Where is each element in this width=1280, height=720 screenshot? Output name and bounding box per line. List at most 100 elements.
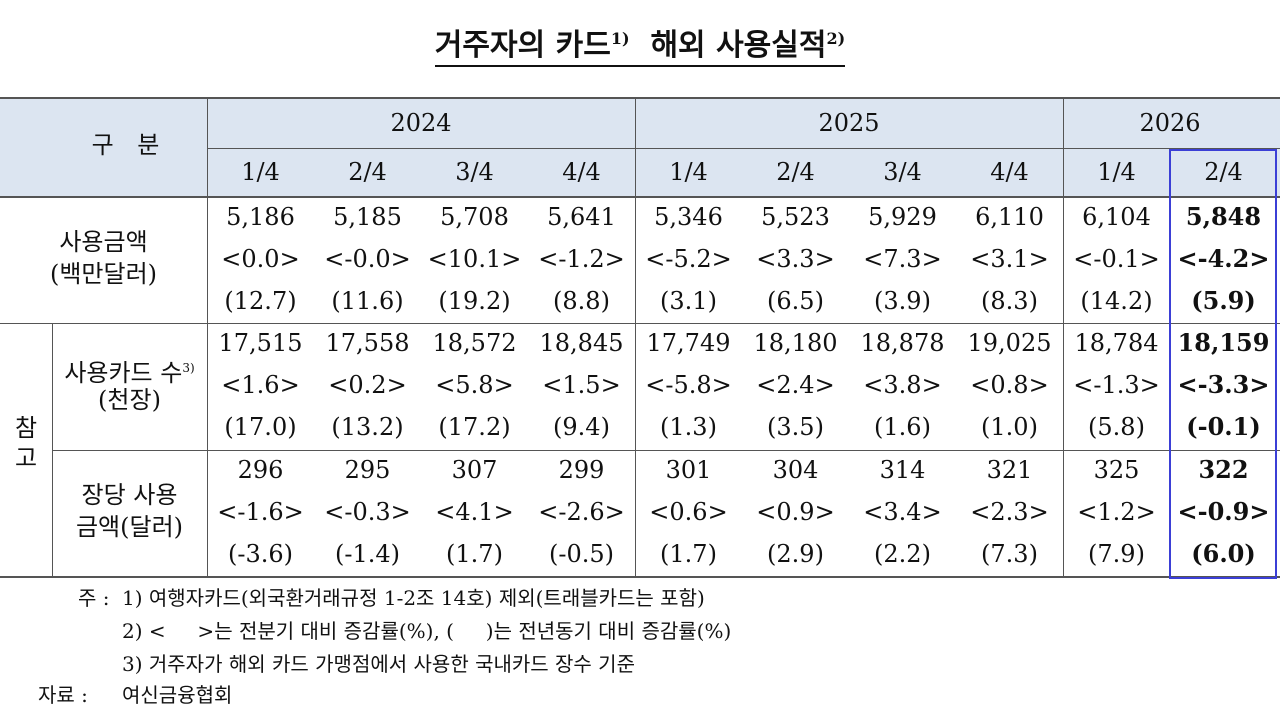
row-label-text: 사용카드 수 xyxy=(64,359,183,387)
value: 325 xyxy=(1093,456,1140,484)
qoq-rate: <-0.0> xyxy=(324,245,411,273)
value: 18,878 xyxy=(860,329,945,357)
rule xyxy=(0,196,1280,198)
row-label-text: 사용금액 xyxy=(59,228,148,256)
value: 295 xyxy=(344,456,391,484)
year-header: 2026 xyxy=(1139,109,1201,137)
title-text: 거주자의 카드 xyxy=(434,28,611,63)
side-label: 참고 xyxy=(14,414,38,472)
rule xyxy=(207,148,1280,149)
value: 18,845 xyxy=(539,329,624,357)
yoy-rate: (-1.4) xyxy=(334,540,400,568)
header-bg xyxy=(0,98,1280,197)
value: 6,104 xyxy=(1082,203,1151,231)
value: 5,708 xyxy=(440,203,509,231)
qoq-rate: <3.8> xyxy=(863,371,942,399)
quarter-header: 1/4 xyxy=(1097,158,1136,186)
title-text: 해외 사용실적 xyxy=(650,28,827,63)
quarter-header: 1/4 xyxy=(241,158,280,186)
value: 5,929 xyxy=(868,203,937,231)
rule xyxy=(52,450,1280,451)
yoy-rate: (19.2) xyxy=(438,287,511,315)
qoq-rate: <-2.6> xyxy=(538,498,625,526)
highlight-box xyxy=(1169,149,1277,579)
title: 거주자의 카드1) 해외 사용실적2) xyxy=(434,28,846,67)
value: 301 xyxy=(665,456,712,484)
quarter-header: 4/4 xyxy=(990,158,1029,186)
value: 6,110 xyxy=(975,203,1044,231)
value: 5,346 xyxy=(654,203,723,231)
value: 314 xyxy=(879,456,926,484)
qoq-rate: <-5.2> xyxy=(645,245,732,273)
yoy-rate: (12.7) xyxy=(224,287,297,315)
rule xyxy=(0,576,1280,578)
yoy-rate: (1.7) xyxy=(446,540,503,568)
yoy-rate: (7.9) xyxy=(1088,540,1145,568)
value: 296 xyxy=(237,456,284,484)
yoy-rate: (5.9) xyxy=(1191,286,1256,315)
value: 321 xyxy=(986,456,1033,484)
quarter-header: 2/4 xyxy=(348,158,387,186)
qoq-rate: <3.4> xyxy=(863,498,942,526)
rule xyxy=(0,97,1280,99)
value: 18,784 xyxy=(1074,329,1159,357)
value: 5,641 xyxy=(547,203,616,231)
row-label: (백만달러) xyxy=(49,260,158,288)
qoq-rate: <-0.1> xyxy=(1073,245,1160,273)
qoq-rate: <3.1> xyxy=(970,245,1049,273)
value: 17,558 xyxy=(325,329,410,357)
yoy-rate: (1.6) xyxy=(874,413,931,441)
yoy-rate: (3.9) xyxy=(874,287,931,315)
corner-label: 구 분 xyxy=(91,131,168,159)
qoq-rate: <3.3> xyxy=(756,245,835,273)
source: 여신금융협회 xyxy=(122,683,233,707)
yoy-rate: (1.7) xyxy=(660,540,717,568)
yoy-rate: (-0.1) xyxy=(1186,412,1261,441)
qoq-rate: <2.4> xyxy=(756,371,835,399)
yoy-rate: (14.2) xyxy=(1080,287,1153,315)
notes-heading: 주 : xyxy=(78,586,110,610)
value: 17,749 xyxy=(646,329,731,357)
qoq-rate: <10.1> xyxy=(427,245,522,273)
yoy-rate: (3.1) xyxy=(660,287,717,315)
quarter-header: 3/4 xyxy=(883,158,922,186)
row-label: 사용카드 수3) xyxy=(52,353,207,388)
qoq-rate: <-0.3> xyxy=(324,498,411,526)
value: 304 xyxy=(772,456,819,484)
value: 322 xyxy=(1198,455,1249,484)
qoq-rate: <1.5> xyxy=(542,371,621,399)
yoy-rate: (9.4) xyxy=(553,413,610,441)
note-item: 2) < >는 전분기 대비 증감률(%), ( )는 전년동기 대비 증감률(… xyxy=(122,619,732,643)
value: 299 xyxy=(558,456,605,484)
value: 5,186 xyxy=(226,203,295,231)
row-label: 장당 사용 xyxy=(52,480,207,510)
yoy-rate: (13.2) xyxy=(331,413,404,441)
year-header: 2025 xyxy=(818,109,880,137)
title-wrap: 거주자의 카드1) 해외 사용실적2) xyxy=(0,20,1280,67)
row-label: (천장) xyxy=(98,386,161,414)
yoy-rate: (8.8) xyxy=(553,287,610,315)
qoq-rate: <1.2> xyxy=(1077,498,1156,526)
yoy-rate: (3.5) xyxy=(767,413,824,441)
yoy-rate: (17.2) xyxy=(438,413,511,441)
qoq-rate: <5.8> xyxy=(435,371,514,399)
value: 307 xyxy=(451,456,498,484)
note-item: 1) 여행자카드(외국환거래규정 1-2조 14호) 제외(트래블카드는 포함) xyxy=(122,586,705,610)
yoy-rate: (5.8) xyxy=(1088,413,1145,441)
yoy-rate: (1.3) xyxy=(660,413,717,441)
qoq-rate: <0.8> xyxy=(970,371,1049,399)
qoq-rate: <-1.2> xyxy=(538,245,625,273)
source-heading: 자료 : xyxy=(38,683,88,707)
title-note: 1) xyxy=(610,29,630,48)
value: 5,848 xyxy=(1185,202,1262,231)
value: 17,515 xyxy=(218,329,303,357)
note-item: 3) 거주자가 해외 카드 가맹점에서 사용한 국내카드 장수 기준 xyxy=(122,652,635,676)
rule xyxy=(635,98,636,577)
qoq-rate: <2.3> xyxy=(970,498,1049,526)
value: 19,025 xyxy=(967,329,1052,357)
qoq-rate: <-1.3> xyxy=(1073,371,1160,399)
yoy-rate: (17.0) xyxy=(224,413,297,441)
yoy-rate: (6.5) xyxy=(767,287,824,315)
row-label: 사용금액 xyxy=(0,227,207,257)
